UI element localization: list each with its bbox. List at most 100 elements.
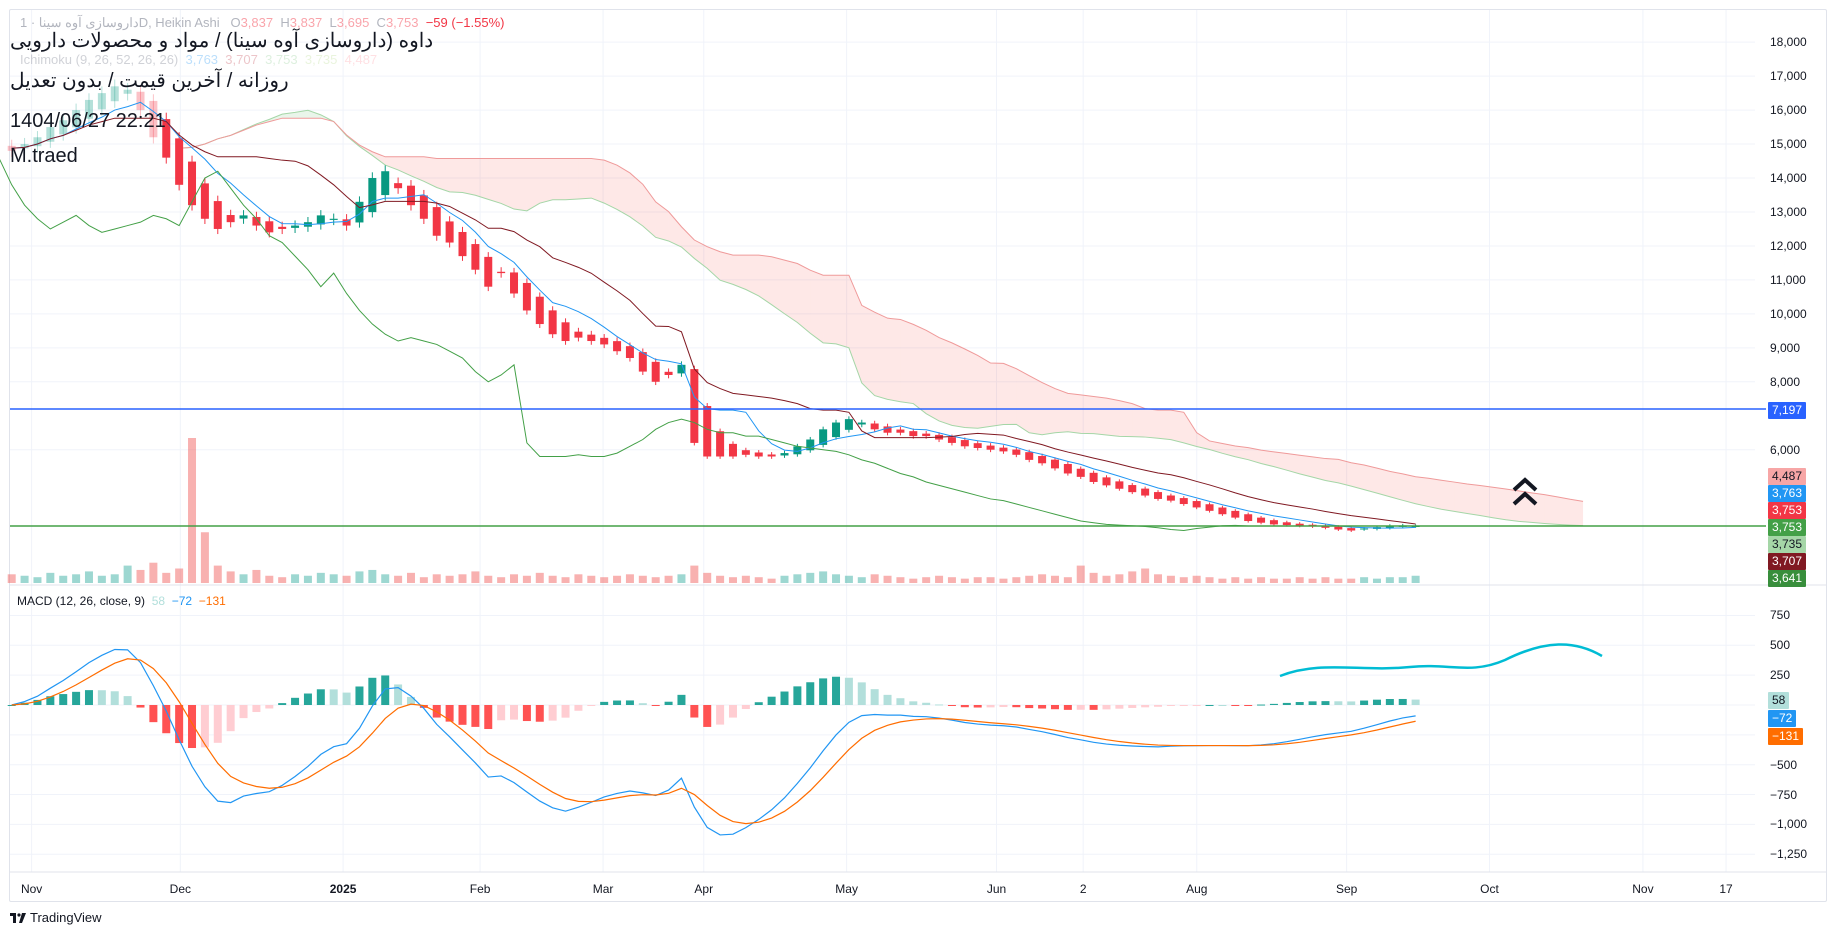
- volume-bar: [1179, 577, 1188, 583]
- candle-body: [922, 433, 931, 437]
- volume-bar: [922, 577, 931, 583]
- cloud-segment: [1067, 393, 1081, 434]
- candle-body: [574, 331, 583, 338]
- macd-histogram-bar: [278, 703, 287, 705]
- macd-line-value: −72: [171, 594, 193, 608]
- macd-histogram-bar: [59, 694, 68, 705]
- candle-body: [368, 178, 377, 213]
- macd-histogram-bar: [1089, 705, 1098, 710]
- macd-histogram-bar: [780, 691, 789, 705]
- candle-body: [857, 422, 866, 425]
- cloud-segment: [1003, 363, 1017, 425]
- volume-bar: [1141, 568, 1150, 583]
- volume-bar: [1321, 577, 1330, 583]
- macd-histogram-bar: [1244, 705, 1253, 706]
- candle-body: [1334, 526, 1343, 530]
- cloud-segment: [1454, 482, 1468, 514]
- volume-bar: [136, 569, 145, 583]
- candle-body: [1385, 525, 1394, 529]
- span-a-value: 3,735: [304, 52, 338, 67]
- macd-histogram-bar: [1360, 700, 1369, 705]
- volume-bar: [484, 575, 493, 583]
- macd-histogram-bar: [316, 689, 325, 705]
- candle-body: [1269, 520, 1278, 525]
- macd-histogram-bar: [175, 705, 184, 744]
- macd-histogram-bar: [1321, 701, 1330, 705]
- macd-histogram-bar: [1128, 705, 1137, 708]
- macd-histogram-bar: [1257, 704, 1266, 706]
- candle-body: [471, 244, 480, 270]
- candle-body: [1257, 517, 1266, 523]
- macd-histogram-bar: [1012, 705, 1021, 708]
- cloud-segment: [604, 160, 618, 210]
- price-badge: 4,487: [1768, 468, 1807, 485]
- volume-bar: [909, 578, 918, 583]
- price-tick-label: 13,000: [1770, 204, 1807, 219]
- cloud-segment: [307, 110, 321, 119]
- cloud-segment: [874, 312, 888, 400]
- double-chevron-up-icon[interactable]: [1510, 474, 1540, 510]
- macd-histogram-bar: [291, 697, 300, 705]
- macd-histogram-bar: [355, 686, 364, 705]
- macd-signal-value: −131: [198, 594, 226, 608]
- volume-bar: [1038, 574, 1047, 583]
- volume-bar: [1385, 577, 1394, 583]
- candle-body: [1038, 456, 1047, 464]
- volume-bar: [419, 577, 428, 583]
- volume-bar: [303, 575, 312, 583]
- candle-body: [394, 183, 403, 189]
- cloud-segment: [1183, 412, 1197, 447]
- macd-histogram-bar: [638, 703, 647, 705]
- macd-histogram-bar: [265, 705, 274, 709]
- macd-histogram-bar: [857, 682, 866, 705]
- candle-body: [1115, 481, 1124, 489]
- volume-bar: [510, 574, 519, 583]
- candle-body: [819, 429, 828, 445]
- cloud-segment: [1325, 458, 1339, 483]
- volume-bar: [20, 575, 29, 583]
- volume-bar: [548, 575, 557, 583]
- candle-body: [1012, 449, 1021, 455]
- macd-histogram-bar: [1385, 699, 1394, 705]
- cloud-segment: [565, 158, 579, 200]
- candle-body: [728, 443, 737, 457]
- candle-body: [291, 225, 300, 228]
- volume-bar: [265, 575, 274, 583]
- volume-bar: [1269, 578, 1278, 583]
- macd-histogram-bar: [1179, 705, 1188, 706]
- macd-histogram-bar: [149, 705, 158, 723]
- cloud-segment: [475, 158, 489, 200]
- tradingview-logo[interactable]: TradingView: [10, 910, 102, 925]
- volume-bar: [793, 574, 802, 583]
- macd-histogram-bar: [767, 696, 776, 705]
- cloud-segment: [423, 156, 437, 188]
- volume-bar: [741, 575, 750, 583]
- candle-body: [535, 296, 544, 325]
- volume-bar: [497, 577, 506, 583]
- time-tick-label: Nov: [20, 882, 43, 896]
- macd-histogram-bar: [754, 702, 763, 705]
- close-label: C: [376, 15, 386, 30]
- time-tick-label: Nov: [1632, 882, 1654, 896]
- macd-histogram-bar: [832, 676, 841, 705]
- candle-body: [1218, 507, 1227, 515]
- cloud-segment: [1402, 473, 1416, 504]
- volume-bar: [72, 574, 81, 583]
- macd-histogram-bar: [1231, 705, 1240, 706]
- candle-body: [265, 221, 274, 233]
- candle-body: [342, 219, 351, 226]
- cloud-segment: [410, 156, 424, 182]
- candle-body: [1102, 477, 1111, 486]
- macd-histogram-bar: [1076, 705, 1085, 710]
- candle-body: [136, 91, 145, 111]
- macd-label: MACD (12, 26, close, 9): [17, 594, 146, 608]
- candle-body: [780, 453, 789, 456]
- cloud-segment: [1196, 432, 1210, 450]
- candle-body: [1192, 501, 1201, 508]
- candle-body: [123, 89, 132, 94]
- macd-tick-label: −750: [1770, 787, 1798, 802]
- macd-histogram-bar: [1308, 701, 1317, 705]
- volume-bar: [368, 569, 377, 583]
- price-badge: 3,753: [1768, 502, 1807, 519]
